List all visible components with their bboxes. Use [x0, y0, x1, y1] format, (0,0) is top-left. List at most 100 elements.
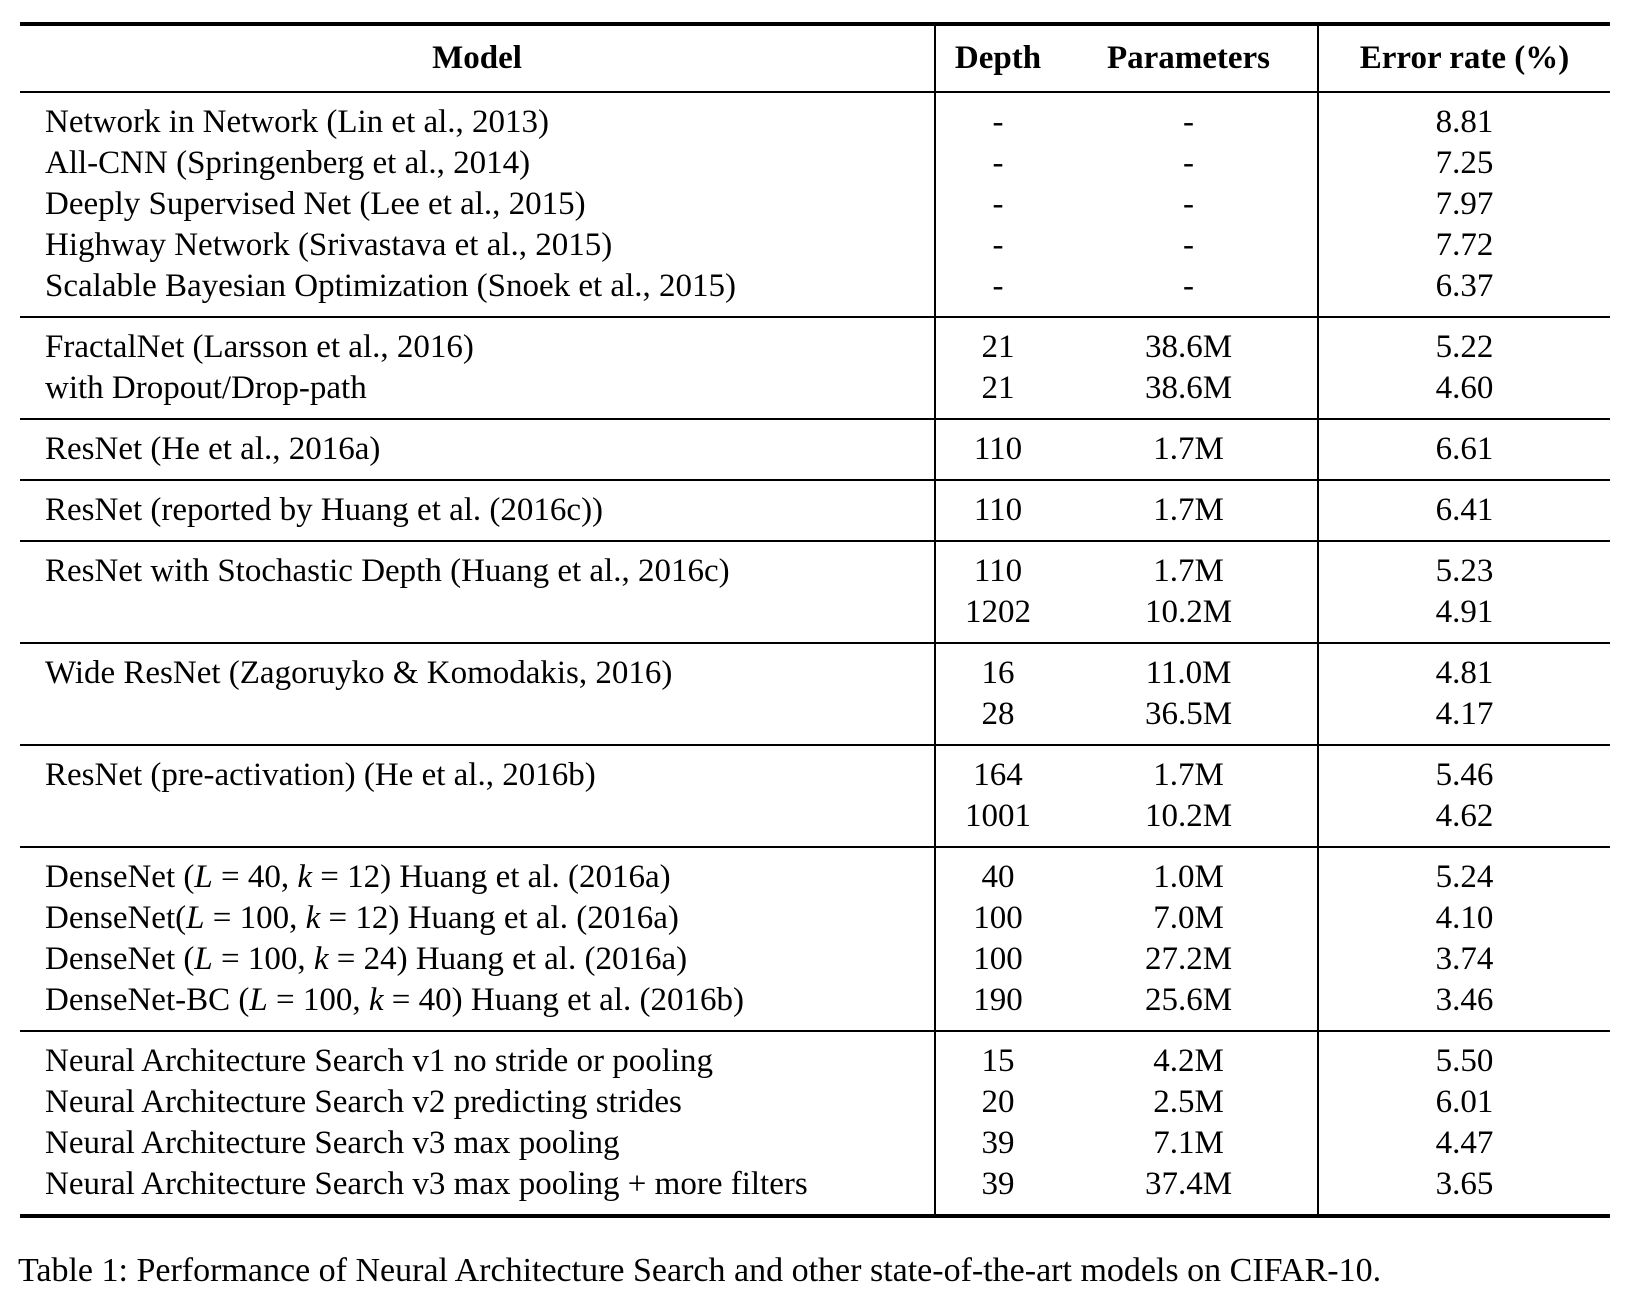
- cell-model: DenseNet (L = 100, k = 24) Huang et al. …: [20, 939, 936, 980]
- table-row: Neural Architecture Search v2 predicting…: [20, 1082, 1610, 1123]
- cell-error-rate: 7.72: [1435, 227, 1494, 263]
- cell-error-rate: 5.46: [1435, 757, 1494, 793]
- cell-parameters: -: [1060, 92, 1319, 143]
- table-section-7: ResNet (pre-activation) (He et al., 2016…: [20, 745, 1610, 847]
- cell-model: Neural Architecture Search v3 max poolin…: [20, 1123, 936, 1164]
- cell-error-rate: 5.22: [1435, 329, 1494, 365]
- cell-depth: 40: [981, 859, 1015, 895]
- cell-model: Neural Architecture Search v2 predicting…: [20, 1082, 936, 1123]
- cell-error-rate: 5.50: [1435, 1043, 1494, 1079]
- cell-model: ResNet (pre-activation) (He et al., 2016…: [20, 745, 936, 796]
- cell-model: DenseNet-BC (L = 100, k = 40) Huang et a…: [20, 980, 936, 1031]
- table-row: 28 36.5M 4.17: [20, 694, 1610, 745]
- cell-model: ResNet (reported by Huang et al. (2016c)…: [20, 480, 936, 541]
- table-header: Model Depth Parameters Error rate (%): [20, 24, 1610, 92]
- cell-error-rate: 3.74: [1435, 941, 1494, 977]
- column-header-error-rate: Error rate (%): [1359, 40, 1570, 76]
- cell-parameters: -: [1060, 266, 1319, 317]
- cell-error-rate: 4.60: [1435, 370, 1494, 406]
- cell-model: FractalNet (Larsson et al., 2016): [20, 317, 936, 368]
- results-table-container: Model Depth Parameters Error rate (%) Ne…: [20, 22, 1610, 1218]
- cell-depth: 15: [981, 1043, 1015, 1079]
- cell-model: [20, 592, 936, 643]
- cell-depth: 164: [973, 757, 1023, 793]
- table-row: ResNet with Stochastic Depth (Huang et a…: [20, 541, 1610, 592]
- cell-parameters: 1.7M: [1060, 480, 1319, 541]
- cell-depth: 21: [981, 329, 1015, 365]
- cell-depth: 39: [981, 1166, 1015, 1202]
- cell-model: All-CNN (Springenberg et al., 2014): [20, 143, 936, 184]
- cell-error-rate: 5.24: [1435, 859, 1494, 895]
- cell-depth: 28: [981, 696, 1015, 732]
- cell-depth: 1202: [965, 594, 1031, 630]
- table-row: All-CNN (Springenberg et al., 2014) - - 7.2…: [20, 143, 1610, 184]
- cell-error-rate: 3.46: [1435, 982, 1494, 1018]
- column-header-parameters: Parameters: [1060, 24, 1319, 92]
- cell-parameters: -: [1060, 225, 1319, 266]
- cell-model: Neural Architecture Search v1 no stride …: [20, 1031, 936, 1082]
- cell-error-rate: 4.10: [1435, 900, 1494, 936]
- table-row: ResNet (pre-activation) (He et al., 2016…: [20, 745, 1610, 796]
- cell-parameters: 11.0M: [1060, 643, 1319, 694]
- cell-error-rate: 8.81: [1435, 104, 1494, 140]
- column-header-depth: Depth: [954, 40, 1042, 76]
- table-row: Wide ResNet (Zagoruyko & Komodakis, 2016…: [20, 643, 1610, 694]
- cell-model: [20, 796, 936, 847]
- table-section-4: ResNet (reported by Huang et al. (2016c)…: [20, 480, 1610, 541]
- cell-error-rate: 6.01: [1435, 1084, 1494, 1120]
- cell-parameters: 10.2M: [1060, 796, 1319, 847]
- table-row: Neural Architecture Search v1 no stride …: [20, 1031, 1610, 1082]
- cell-model: Scalable Bayesian Optimization (Snoek et…: [20, 266, 936, 317]
- cell-error-rate: 6.61: [1435, 431, 1494, 467]
- cell-parameters: 36.5M: [1060, 694, 1319, 745]
- cell-parameters: 38.6M: [1060, 368, 1319, 419]
- cell-model: [20, 694, 936, 745]
- table-section-3: ResNet (He et al., 2016a) 110 1.7M 6.61: [20, 419, 1610, 480]
- cell-model: Neural Architecture Search v3 max poolin…: [20, 1164, 936, 1216]
- cell-depth: -: [992, 227, 1004, 263]
- cell-parameters: 1.7M: [1060, 541, 1319, 592]
- table-row: Neural Architecture Search v3 max poolin…: [20, 1164, 1610, 1216]
- cell-depth: 100: [973, 900, 1023, 936]
- table-row: Neural Architecture Search v3 max poolin…: [20, 1123, 1610, 1164]
- table-row: with Dropout/Drop-path 21 38.6M 4.60: [20, 368, 1610, 419]
- cell-parameters: 25.6M: [1060, 980, 1319, 1031]
- cell-depth: -: [992, 268, 1004, 304]
- cell-model: DenseNet (L = 40, k = 12) Huang et al. (…: [20, 847, 936, 898]
- cell-error-rate: 3.65: [1435, 1166, 1494, 1202]
- cell-depth: 110: [973, 553, 1023, 589]
- cell-model: DenseNet(L = 100, k = 12) Huang et al. (…: [20, 898, 936, 939]
- table-row: DenseNet (L = 100, k = 24) Huang et al. …: [20, 939, 1610, 980]
- cell-parameters: 1.7M: [1060, 745, 1319, 796]
- table-section-5: ResNet with Stochastic Depth (Huang et a…: [20, 541, 1610, 643]
- table-section-8: DenseNet (L = 40, k = 12) Huang et al. (…: [20, 847, 1610, 1031]
- cell-parameters: 2.5M: [1060, 1082, 1319, 1123]
- cell-depth: -: [992, 145, 1004, 181]
- table-section-6: Wide ResNet (Zagoruyko & Komodakis, 2016…: [20, 643, 1610, 745]
- cell-depth: 190: [973, 982, 1023, 1018]
- results-table: Model Depth Parameters Error rate (%) Ne…: [20, 22, 1610, 1218]
- table-section-9: Neural Architecture Search v1 no stride …: [20, 1031, 1610, 1216]
- cell-depth: 110: [973, 431, 1023, 467]
- table-row: ResNet (He et al., 2016a) 110 1.7M 6.61: [20, 419, 1610, 480]
- cell-depth: 16: [981, 655, 1015, 691]
- cell-depth: 39: [981, 1125, 1015, 1161]
- cell-parameters: 7.1M: [1060, 1123, 1319, 1164]
- table-row: Deeply Supervised Net (Lee et al., 2015)…: [20, 184, 1610, 225]
- cell-model: Wide ResNet (Zagoruyko & Komodakis, 2016…: [20, 643, 936, 694]
- cell-error-rate: 4.81: [1435, 655, 1494, 691]
- cell-model: Network in Network (Lin et al., 2013): [20, 92, 936, 143]
- table-row: FractalNet (Larsson et al., 2016) 21 38.6M…: [20, 317, 1610, 368]
- cell-depth: 20: [981, 1084, 1015, 1120]
- cell-error-rate: 7.25: [1435, 145, 1494, 181]
- table-section-2: FractalNet (Larsson et al., 2016) 21 38.6M…: [20, 317, 1610, 419]
- table-row: DenseNet (L = 40, k = 12) Huang et al. (…: [20, 847, 1610, 898]
- cell-depth: 110: [973, 492, 1023, 528]
- cell-model: ResNet with Stochastic Depth (Huang et a…: [20, 541, 936, 592]
- cell-model: Deeply Supervised Net (Lee et al., 2015): [20, 184, 936, 225]
- column-header-model: Model: [20, 24, 936, 92]
- cell-parameters: 10.2M: [1060, 592, 1319, 643]
- table-section-1: Network in Network (Lin et al., 2013) - -8…: [20, 92, 1610, 317]
- table-caption: Table 1: Performance of Neural Architect…: [18, 1252, 1382, 1289]
- cell-error-rate: 5.23: [1435, 553, 1494, 589]
